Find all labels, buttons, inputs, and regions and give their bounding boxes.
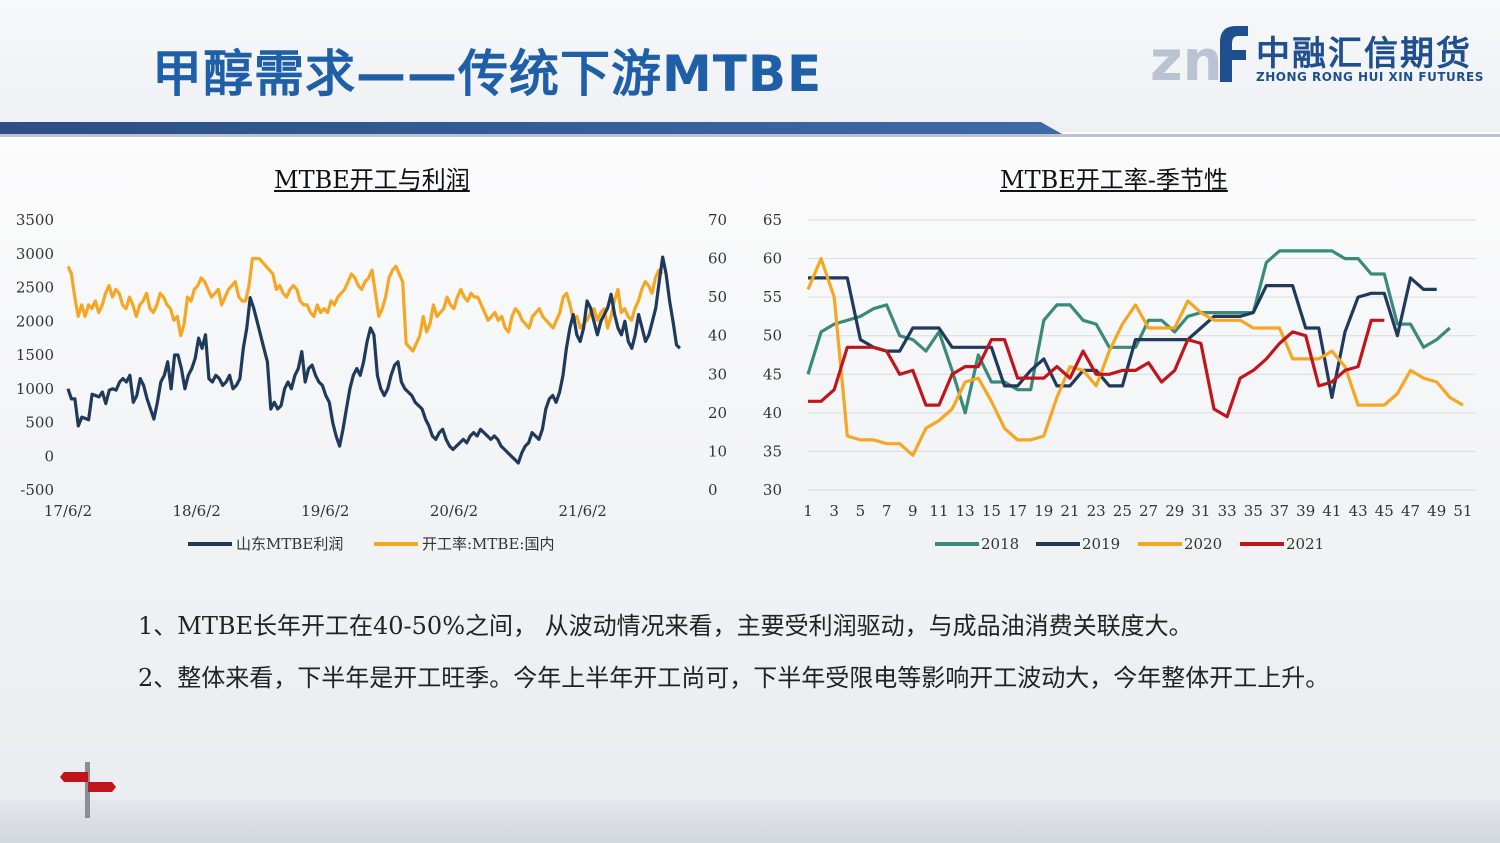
series-line-2021	[808, 318, 1385, 419]
legend-label: 2019	[1082, 535, 1120, 553]
x-tick-label: 7	[882, 502, 892, 520]
x-tick-label: 9	[908, 502, 918, 520]
page-title: 甲醇需求——传统下游MTBE	[152, 45, 823, 103]
x-tick-label: 41	[1322, 502, 1341, 520]
svg-text:zn: zn	[1150, 29, 1222, 86]
header-stripe	[0, 122, 1062, 134]
chart-mtbe-rate-profit: 3500 3000 2500 2000 1500 1000 500 0 -500 70 60 50 40…	[16, 211, 727, 553]
x-tick-label: 47	[1401, 502, 1420, 520]
x-tick-label: 37	[1270, 502, 1289, 520]
bullet-list: 1、MTBE长年开工在40-50%之间， 从波动情况来看，主要受利润驱动，与成品…	[138, 600, 1388, 704]
y-tick-label: 65	[763, 211, 782, 229]
chart1-title: MTBE开工与利润	[274, 166, 470, 194]
x-tick-label: 19/6/2	[301, 502, 349, 520]
y-left-tick-label: 3500	[16, 211, 54, 229]
company-logo-icon: zn	[1150, 26, 1248, 86]
y-tick-label: 40	[763, 404, 782, 422]
legend-label: 山东MTBE利润	[236, 535, 343, 553]
logo-chinese-name: 中融汇信期货	[1256, 34, 1472, 74]
x-tick-label: 23	[1087, 502, 1106, 520]
y-right-tick-label: 40	[708, 327, 727, 345]
x-tick-label: 19	[1034, 502, 1053, 520]
legend-label: 2018	[981, 535, 1019, 553]
x-tick-label: 31	[1191, 502, 1210, 520]
y-tick-label: 30	[763, 481, 782, 499]
y-left-tick-label: -500	[20, 481, 54, 499]
y-tick-label: 35	[763, 442, 782, 460]
x-tick-label: 43	[1349, 502, 1368, 520]
logo-english-name: ZHONG RONG HUI XIN FUTURES	[1256, 70, 1484, 84]
y-tick-label: 55	[763, 288, 782, 306]
x-tick-label: 20/6/2	[430, 502, 478, 520]
y-tick-label: 60	[763, 250, 782, 268]
x-tick-label: 49	[1427, 502, 1446, 520]
y-left-tick-label: 3000	[16, 245, 54, 263]
x-tick-label: 33	[1218, 502, 1237, 520]
y-tick-label: 50	[763, 327, 782, 345]
series-line-profit	[66, 255, 682, 465]
series-line-rate	[66, 256, 664, 353]
x-tick-label: 39	[1296, 502, 1315, 520]
signpost-icon	[60, 762, 116, 818]
chart2-title: MTBE开工率-季节性	[1000, 166, 1228, 194]
y-left-tick-label: 1000	[16, 380, 54, 398]
x-tick-label: 5	[856, 502, 866, 520]
header-underline	[0, 134, 1500, 137]
x-tick-label: 1	[803, 502, 813, 520]
y-left-tick-label: 0	[44, 447, 54, 465]
x-tick-label: 15	[982, 502, 1001, 520]
x-tick-label: 17	[1008, 502, 1027, 520]
x-tick-label: 21	[1060, 502, 1079, 520]
x-tick-label: 51	[1453, 502, 1472, 520]
x-tick-label: 21/6/2	[558, 502, 606, 520]
x-tick-label: 27	[1139, 502, 1158, 520]
series-line-2019	[808, 276, 1437, 399]
bullet-1: 1、MTBE长年开工在40-50%之间， 从波动情况来看，主要受利润驱动，与成品…	[138, 612, 1193, 640]
x-tick-label: 29	[1165, 502, 1184, 520]
legend-label: 2021	[1286, 535, 1324, 553]
y-left-tick-label: 2500	[16, 279, 54, 297]
x-tick-label: 17/6/2	[44, 502, 92, 520]
series-line-2018	[806, 249, 1451, 415]
y-right-tick-label: 70	[708, 211, 727, 229]
series-line-2020	[806, 256, 1464, 457]
y-left-tick-label: 500	[25, 414, 54, 432]
legend-label: 开工率:MTBE:国内	[422, 535, 554, 553]
y-right-tick-label: 20	[708, 404, 727, 422]
x-tick-label: 45	[1375, 502, 1394, 520]
x-tick-label: 35	[1244, 502, 1263, 520]
y-right-tick-label: 60	[708, 250, 727, 268]
header-band	[0, 0, 1500, 132]
legend-label: 2020	[1184, 535, 1222, 553]
y-left-tick-label: 2000	[16, 312, 54, 330]
y-right-tick-label: 30	[708, 365, 727, 383]
y-right-tick-label: 10	[708, 442, 727, 460]
bullet-2: 2、整体来看，下半年是开工旺季。今年上半年开工尚可，下半年受限电等影响开工波动大…	[138, 664, 1330, 692]
x-tick-label: 3	[829, 502, 839, 520]
y-right-tick-label: 0	[708, 481, 718, 499]
x-tick-label: 25	[1113, 502, 1132, 520]
y-right-tick-label: 50	[708, 288, 727, 306]
x-tick-label: 18/6/2	[173, 502, 221, 520]
x-tick-label: 13	[956, 502, 975, 520]
y-tick-label: 45	[763, 365, 782, 383]
x-tick-label: 11	[929, 502, 948, 520]
bottom-decoration	[0, 800, 1500, 843]
y-left-tick-label: 1500	[16, 346, 54, 364]
